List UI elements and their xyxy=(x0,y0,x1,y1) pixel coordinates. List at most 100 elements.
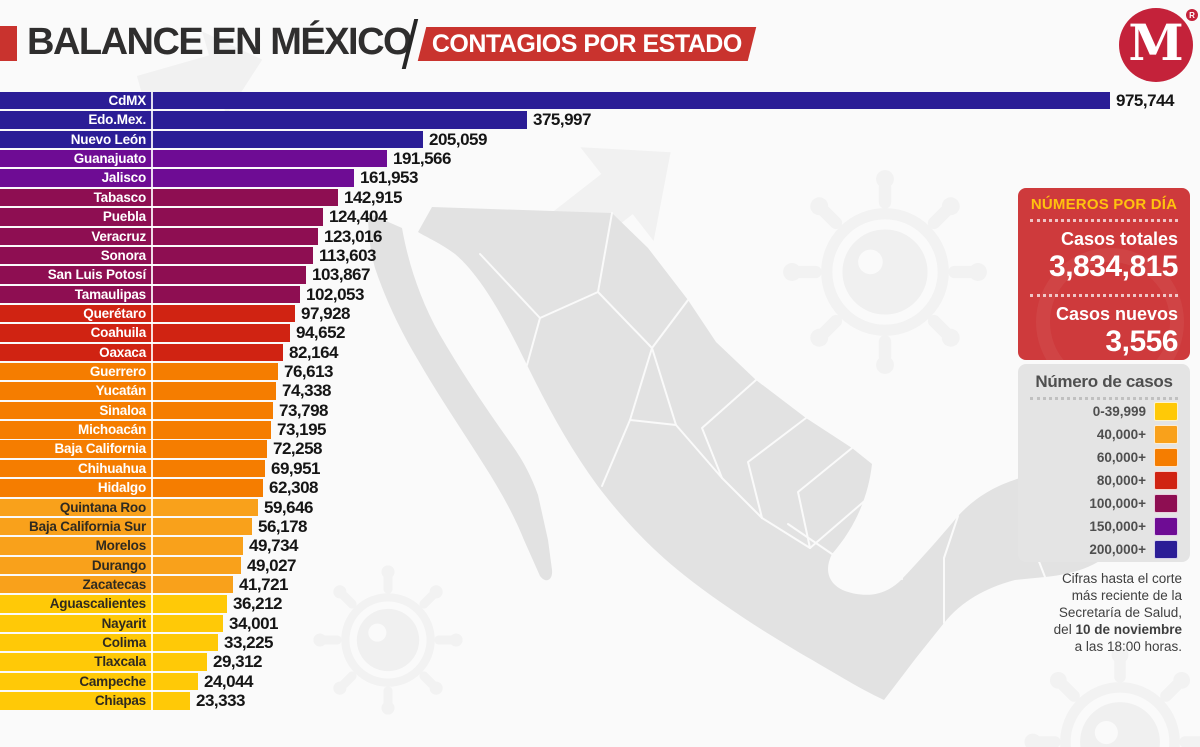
legend-swatch xyxy=(1154,425,1178,444)
bar-row: Chihuahua 69,951 xyxy=(0,458,1200,478)
footnote-line: a las 18:00 horas. xyxy=(1074,639,1182,654)
bar-value: 124,404 xyxy=(329,207,387,227)
bar-value: 191,566 xyxy=(393,149,451,169)
bar xyxy=(0,111,527,129)
bar-row: Sonora 113,603 xyxy=(0,245,1200,265)
bar-value: 29,312 xyxy=(213,652,263,672)
bar-label: Puebla xyxy=(102,209,146,225)
contagios-banner: CONTAGIOS POR ESTADO xyxy=(417,27,757,61)
bar xyxy=(0,537,243,555)
bar xyxy=(0,692,190,710)
total-cases-value: 3,834,815 xyxy=(1049,250,1178,283)
bar-label: Coahuila xyxy=(90,325,147,341)
title-highlight: MÉXICO xyxy=(270,21,412,63)
bar-row: Coahuila 94,652 xyxy=(0,324,1200,342)
bar xyxy=(0,401,273,420)
bar-value: 73,798 xyxy=(279,400,329,420)
bar-row: Campeche 24,044 xyxy=(0,672,1200,691)
bar xyxy=(0,324,290,342)
bar-value: 123,016 xyxy=(324,226,382,246)
legend-label: 200,000+ xyxy=(1089,542,1146,557)
bar-label: Tamaulipas xyxy=(74,286,146,302)
bar xyxy=(0,188,338,207)
legend-row: 80,000+ xyxy=(1030,469,1178,492)
legend-label: 150,000+ xyxy=(1089,519,1146,534)
page-title: BALANCE EN MÉXICO xyxy=(27,18,413,66)
bar-label: Guerrero xyxy=(89,364,146,380)
bar-row: Sinaloa 73,798 xyxy=(0,400,1200,420)
bar-label: Campeche xyxy=(79,673,146,689)
bar xyxy=(0,479,263,497)
header-accent-square xyxy=(0,26,17,61)
bar-value: 69,951 xyxy=(271,458,321,478)
bar xyxy=(0,517,252,536)
bar xyxy=(0,634,218,652)
new-cases-value: 3,556 xyxy=(1105,325,1178,358)
bar-value: 56,178 xyxy=(258,516,308,536)
bar xyxy=(0,382,276,400)
bar-row: Michoacán 73,195 xyxy=(0,420,1200,439)
bar-label: Chihuahua xyxy=(78,460,146,476)
legend-label: 60,000+ xyxy=(1096,450,1146,465)
bar-row: Tabasco 142,915 xyxy=(0,188,1200,207)
legend-row: 150,000+ xyxy=(1030,515,1178,538)
bar-value: 102,053 xyxy=(306,284,364,304)
logo-m-letter: M xyxy=(1128,13,1184,72)
bar-row: Querétaro 97,928 xyxy=(0,304,1200,323)
bar-label: Querétaro xyxy=(83,305,146,321)
legend-row: 60,000+ xyxy=(1030,446,1178,469)
legend-swatch xyxy=(1154,540,1178,559)
bar-row: Yucatán 74,338 xyxy=(0,381,1200,401)
bar-value: 49,734 xyxy=(249,536,299,556)
bar-row: Nuevo León 205,059 xyxy=(0,130,1200,148)
bar-row: Nayarit 34,001 xyxy=(0,614,1200,632)
bar xyxy=(0,304,295,323)
legend-swatch xyxy=(1154,517,1178,536)
bar-value: 113,603 xyxy=(319,245,377,265)
bar xyxy=(0,266,306,284)
bar-label: Yucatán xyxy=(95,383,147,399)
bar-value: 41,721 xyxy=(239,575,289,594)
axis-divider-line xyxy=(151,92,153,710)
title-prefix: BALANCE EN xyxy=(27,21,271,63)
bar-label: Oaxaca xyxy=(99,344,146,360)
bar-row: Morelos 49,734 xyxy=(0,536,1200,556)
bar-row: Aguascalientes 36,212 xyxy=(0,595,1200,613)
legend-row: 100,000+ xyxy=(1030,492,1178,515)
legend-row: 40,000+ xyxy=(1030,423,1178,446)
legend-label: 100,000+ xyxy=(1089,496,1146,511)
bar-value: 72,258 xyxy=(273,439,323,459)
bar-row: Edo.Mex. 375,997 xyxy=(0,110,1200,130)
legend-label: 40,000+ xyxy=(1096,427,1146,442)
legend-swatch xyxy=(1154,471,1178,490)
legend-swatch xyxy=(1154,448,1178,467)
bar-label: Tlaxcala xyxy=(94,654,146,670)
bar-label: San Luis Potosí xyxy=(47,267,146,283)
total-cases-label: Casos totales xyxy=(1060,229,1178,249)
bar-value: 375,997 xyxy=(533,110,591,130)
bar-row: Baja California 72,258 xyxy=(0,439,1200,459)
bar xyxy=(0,150,387,168)
bar-label: Quintana Roo xyxy=(59,499,146,515)
bar-label: Sonora xyxy=(100,247,147,263)
registered-mark-icon: R xyxy=(1186,9,1198,21)
bar xyxy=(0,92,1110,110)
bar-value: 74,338 xyxy=(282,381,332,401)
footnote-line: Secretaría de Salud, xyxy=(1058,605,1182,620)
bar xyxy=(0,208,323,226)
bar-value: 975,744 xyxy=(1116,91,1174,110)
stats-panel: NÚMEROS POR DÍA Casos totales 3,834,815 … xyxy=(1018,188,1190,360)
bar-value: 23,333 xyxy=(196,691,246,711)
bar xyxy=(0,285,300,303)
bar-label: Morelos xyxy=(95,538,147,554)
banner-label: CONTAGIOS POR ESTADO xyxy=(432,29,742,58)
bar-row: Colima 33,225 xyxy=(0,633,1200,652)
bar-value: 62,308 xyxy=(269,478,319,498)
legend-label: 80,000+ xyxy=(1096,473,1146,488)
bar xyxy=(0,363,278,381)
bar-row: San Luis Potosí 103,867 xyxy=(0,266,1200,284)
legend-panel: Número de casos 0-39,999 40,000+ 60,000+ 80… xyxy=(1018,364,1190,562)
bar-row: Durango 49,027 xyxy=(0,556,1200,574)
bar-row: Chiapas 23,333 xyxy=(0,691,1200,711)
